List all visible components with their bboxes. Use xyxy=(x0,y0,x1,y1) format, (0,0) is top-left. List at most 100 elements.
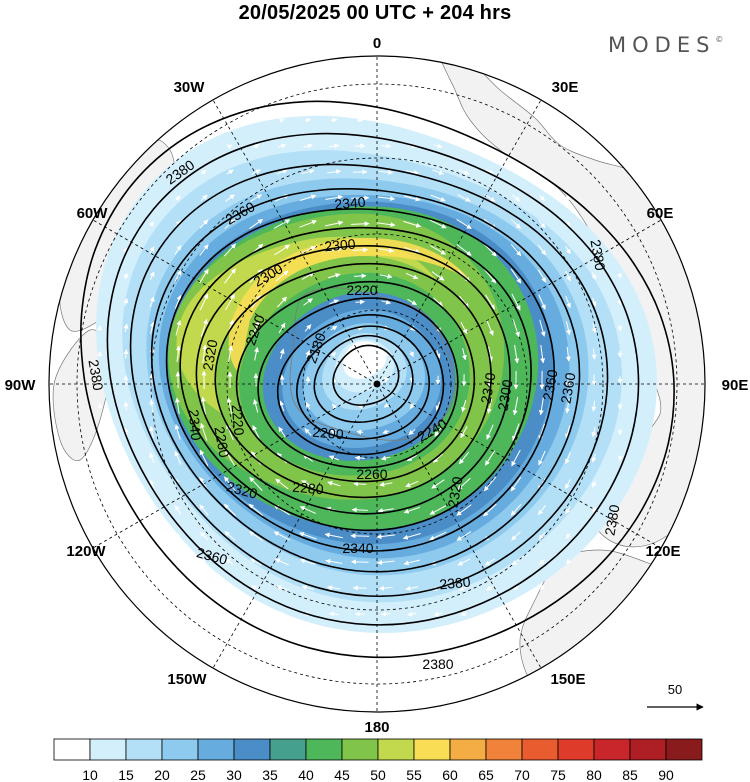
wind-vector xyxy=(327,481,341,487)
wind-vector xyxy=(511,449,521,467)
wind-vector xyxy=(305,350,310,358)
wind-vector xyxy=(512,423,520,442)
contour-label: 2360 xyxy=(557,371,578,405)
contour-line xyxy=(195,244,511,515)
wind-vector xyxy=(512,558,520,566)
wind-vector xyxy=(149,479,155,489)
wind-vector xyxy=(564,194,570,201)
wind-vector xyxy=(538,450,546,466)
wind-vector xyxy=(403,195,421,202)
wind-vectors xyxy=(97,117,623,643)
colorbar-swatch xyxy=(485,738,523,761)
contour-label-text: 2220 xyxy=(229,404,248,437)
wind-vector xyxy=(511,293,521,311)
wind-vector xyxy=(565,321,571,336)
wind-vector xyxy=(278,143,287,149)
wind-vector xyxy=(514,344,520,364)
geopotential-contours xyxy=(80,100,675,659)
colorbar-tick-label: 60 xyxy=(442,767,458,782)
meridian-line xyxy=(376,219,662,385)
wind-vector xyxy=(124,507,130,514)
wind-vector xyxy=(483,476,497,492)
wind-vector xyxy=(175,559,181,565)
wind-vector xyxy=(565,220,571,228)
wind-vector xyxy=(591,348,597,360)
colorbar-tick-label: 50 xyxy=(370,767,386,782)
colorbar-swatch xyxy=(557,738,595,761)
wind-vector xyxy=(565,398,571,414)
wind-vector xyxy=(351,195,370,201)
wind-vector xyxy=(591,272,596,280)
meridian-line xyxy=(92,383,378,549)
meridian-line xyxy=(212,99,378,385)
wind-vector xyxy=(224,531,236,541)
colorbar-swatch xyxy=(125,738,163,761)
contour-label-text: 2380 xyxy=(85,358,106,392)
wind-vector xyxy=(511,194,521,202)
wind-vector xyxy=(249,218,264,230)
wind-vector xyxy=(484,194,496,202)
longitude-label: 90E xyxy=(722,377,749,394)
wind-vector xyxy=(252,425,260,439)
wind-vector xyxy=(429,531,447,541)
wind-vector xyxy=(301,480,315,488)
wind-vector xyxy=(591,400,597,412)
wind-vector xyxy=(379,169,394,175)
wind-vector xyxy=(248,503,264,517)
wind-vector xyxy=(483,503,497,517)
contour-line xyxy=(214,262,492,499)
longitude-label: 150E xyxy=(550,671,585,688)
wind-vector xyxy=(357,352,363,357)
wind-vector xyxy=(299,532,317,540)
contour-label-text: 2340 xyxy=(477,371,498,405)
wind-vector xyxy=(175,195,181,201)
wind-vector xyxy=(276,585,288,591)
wind-vector xyxy=(352,247,369,253)
colorbar-tick-label: 25 xyxy=(190,767,206,782)
wind-vector xyxy=(325,558,343,564)
wind-vector xyxy=(565,533,571,539)
wind-vector xyxy=(565,506,571,515)
wind-vector xyxy=(435,117,441,122)
wind-vector xyxy=(249,477,263,491)
contour-line xyxy=(332,344,400,406)
wind-vector xyxy=(225,194,235,202)
wind-vector xyxy=(382,429,390,434)
wind-vector xyxy=(434,427,442,437)
contour-line xyxy=(165,208,556,552)
wind-vector xyxy=(617,428,623,436)
wind-vector xyxy=(330,325,338,331)
wind-vector xyxy=(149,246,155,254)
wind-vector xyxy=(324,220,344,227)
wind-vector xyxy=(512,585,519,591)
wind-vector xyxy=(279,118,285,124)
wind-vector xyxy=(484,558,496,566)
wind-vector xyxy=(328,455,339,461)
colorbar-tick-label: 10 xyxy=(82,767,98,782)
colorbar-tick-label: 85 xyxy=(622,767,638,782)
wind-vector xyxy=(435,637,441,642)
contour-label: 2220 xyxy=(229,404,248,437)
contour-label: 2280 xyxy=(292,479,325,498)
wind-vector xyxy=(403,220,422,228)
contour-label: 2260 xyxy=(356,466,387,482)
wind-vector xyxy=(223,503,237,517)
wind-vector xyxy=(327,273,341,279)
wind-vector xyxy=(591,297,597,307)
wind-vector xyxy=(175,320,182,336)
colorbar-swatch xyxy=(233,738,271,761)
wind-vector xyxy=(301,169,315,175)
wind-vector xyxy=(330,429,338,435)
wind-vector xyxy=(305,637,311,643)
wind-vector xyxy=(617,299,622,306)
wind-vector xyxy=(565,270,571,282)
wind-vector xyxy=(325,194,343,200)
wind-vector xyxy=(149,425,155,438)
contour-label: 2220 xyxy=(346,282,377,298)
wind-vector xyxy=(485,294,495,310)
wind-vector xyxy=(329,143,340,149)
wind-vector xyxy=(433,611,442,617)
wind-vector xyxy=(456,244,472,256)
wind-vector xyxy=(199,268,209,284)
